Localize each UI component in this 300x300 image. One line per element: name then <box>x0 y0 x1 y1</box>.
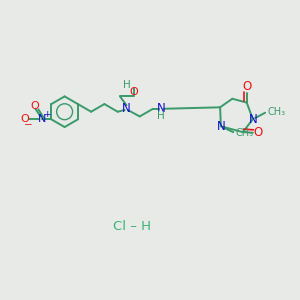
Text: −: − <box>23 120 32 130</box>
Text: CH₃: CH₃ <box>236 128 254 138</box>
Text: N: N <box>38 114 46 124</box>
Text: +: + <box>43 110 50 118</box>
Text: O: O <box>130 87 139 97</box>
Text: O: O <box>254 126 263 139</box>
Text: O: O <box>242 80 251 93</box>
Text: N: N <box>217 120 225 133</box>
Text: CH₃: CH₃ <box>268 106 286 117</box>
Text: O: O <box>30 101 39 111</box>
Text: O: O <box>21 114 29 124</box>
Text: Cl – H: Cl – H <box>113 220 151 233</box>
Text: N: N <box>122 102 131 115</box>
Text: N: N <box>157 102 166 115</box>
Text: H: H <box>158 111 165 121</box>
Text: N: N <box>248 113 257 126</box>
Text: H: H <box>123 80 131 90</box>
